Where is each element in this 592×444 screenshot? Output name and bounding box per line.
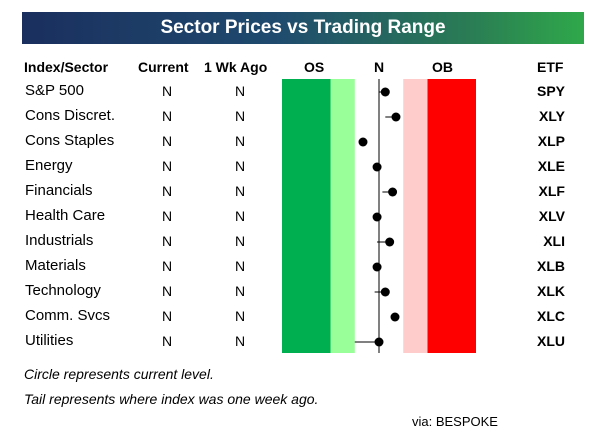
week-ago-status: N xyxy=(234,208,246,224)
etf-ticker: XLK xyxy=(537,283,565,299)
current-status: N xyxy=(161,233,173,249)
zone-os-0 xyxy=(282,79,331,353)
zone-ob-2 xyxy=(403,79,428,353)
header-current: Current xyxy=(138,59,189,75)
marker-xlu xyxy=(374,337,384,347)
header-week-ago: 1 Wk Ago xyxy=(204,59,268,75)
zone-ob-3 xyxy=(427,79,476,353)
source-credit: via: BESPOKE xyxy=(412,414,498,429)
etf-ticker: XLI xyxy=(543,233,565,249)
etf-ticker: XLV xyxy=(538,208,565,224)
etf-ticker: XLU xyxy=(537,333,565,349)
current-status: N xyxy=(161,183,173,199)
sector-label: S&P 500 xyxy=(25,82,84,99)
sector-label: Materials xyxy=(25,257,86,274)
marker-xlf xyxy=(388,187,398,197)
sector-label: Financials xyxy=(25,182,93,199)
header-os: OS xyxy=(304,59,325,75)
marker-xlv xyxy=(372,212,382,222)
etf-ticker: XLE xyxy=(537,158,565,174)
week-ago-status: N xyxy=(234,108,246,124)
sector-label: Energy xyxy=(25,157,73,174)
marker-xli xyxy=(385,237,395,247)
sector-label: Industrials xyxy=(25,232,94,249)
current-status: N xyxy=(161,308,173,324)
sector-label: Comm. Svcs xyxy=(25,307,111,324)
header-etf: ETF xyxy=(537,59,564,75)
current-status: N xyxy=(161,283,173,299)
marker-xle xyxy=(372,162,382,172)
marker-xlp xyxy=(358,137,368,147)
sector-label: Technology xyxy=(25,282,101,299)
etf-ticker: XLB xyxy=(537,258,565,274)
marker-xly xyxy=(391,112,401,122)
current-status: N xyxy=(161,133,173,149)
current-status: N xyxy=(161,158,173,174)
current-status: N xyxy=(161,333,173,349)
sector-label: Utilities xyxy=(25,332,74,349)
week-ago-status: N xyxy=(234,283,246,299)
week-ago-status: N xyxy=(234,258,246,274)
zone-os-1 xyxy=(330,79,355,353)
current-status: N xyxy=(161,108,173,124)
marker-xlc xyxy=(390,312,400,322)
week-ago-status: N xyxy=(234,333,246,349)
week-ago-status: N xyxy=(234,83,246,99)
chart-title: Sector Prices vs Trading Range xyxy=(22,12,584,44)
header-sector: Index/Sector xyxy=(24,59,109,75)
week-ago-status: N xyxy=(234,308,246,324)
header-ob: OB xyxy=(432,59,453,75)
week-ago-status: N xyxy=(234,133,246,149)
etf-ticker: XLF xyxy=(538,183,565,199)
marker-spy xyxy=(380,87,390,97)
week-ago-status: N xyxy=(234,183,246,199)
marker-xlk xyxy=(380,287,390,297)
current-status: N xyxy=(161,258,173,274)
etf-ticker: XLY xyxy=(539,108,565,124)
sector-label: Health Care xyxy=(25,207,106,224)
note-tail: Tail represents where index was one week… xyxy=(24,391,319,407)
week-ago-status: N xyxy=(234,158,246,174)
sector-label: Cons Staples xyxy=(25,132,115,149)
etf-ticker: SPY xyxy=(536,83,565,99)
note-circle: Circle represents current level. xyxy=(24,366,214,382)
current-status: N xyxy=(161,83,173,99)
etf-ticker: XLC xyxy=(537,308,565,324)
etf-ticker: XLP xyxy=(537,133,565,149)
header-n: N xyxy=(374,59,385,75)
sector-label: Cons Discret. xyxy=(25,107,116,124)
marker-xlb xyxy=(372,262,382,272)
week-ago-status: N xyxy=(234,233,246,249)
current-status: N xyxy=(161,208,173,224)
